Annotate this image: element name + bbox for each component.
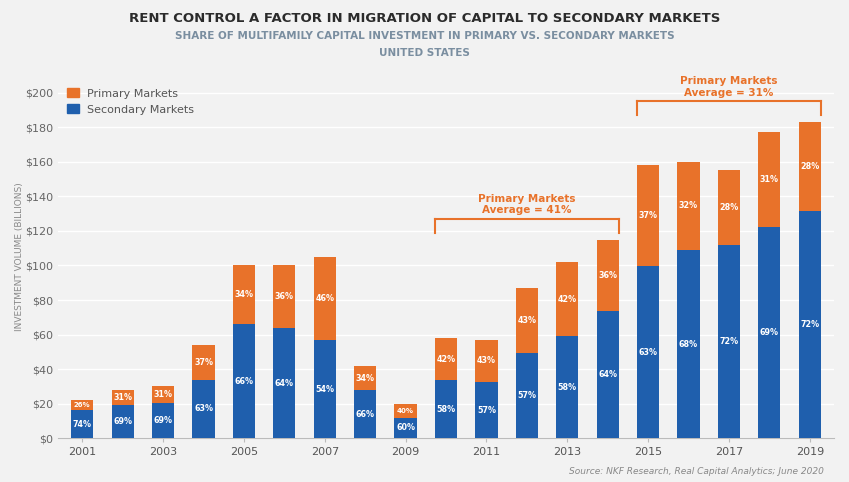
Bar <box>193 379 215 438</box>
Bar <box>111 390 134 405</box>
Bar <box>313 257 336 340</box>
Bar <box>678 250 700 438</box>
Text: 66%: 66% <box>356 410 374 419</box>
Bar <box>71 410 93 438</box>
Text: 72%: 72% <box>801 320 819 329</box>
Bar <box>354 390 376 438</box>
Bar <box>193 345 215 379</box>
Bar <box>233 324 255 438</box>
Text: 72%: 72% <box>719 337 739 347</box>
Text: 66%: 66% <box>234 377 254 386</box>
Text: 36%: 36% <box>599 271 617 280</box>
Text: 28%: 28% <box>719 203 739 213</box>
Text: 31%: 31% <box>113 393 132 402</box>
Bar <box>799 211 821 438</box>
Text: 42%: 42% <box>436 355 456 363</box>
Text: 63%: 63% <box>194 404 213 414</box>
Bar <box>637 165 659 266</box>
Text: 34%: 34% <box>356 374 374 383</box>
Bar <box>758 227 780 438</box>
Bar <box>111 405 134 438</box>
Bar <box>637 266 659 438</box>
Text: 69%: 69% <box>760 328 779 337</box>
Text: 54%: 54% <box>315 385 335 394</box>
Text: 68%: 68% <box>679 340 698 349</box>
Text: 57%: 57% <box>517 391 537 400</box>
Text: 28%: 28% <box>800 162 819 171</box>
Text: 64%: 64% <box>275 378 294 388</box>
Text: 37%: 37% <box>194 358 213 367</box>
Bar <box>475 382 498 438</box>
Bar <box>475 340 498 382</box>
Text: 34%: 34% <box>234 290 254 299</box>
Bar <box>395 417 417 438</box>
Text: Primary Markets
Average = 41%: Primary Markets Average = 41% <box>478 194 576 215</box>
Bar <box>435 380 457 438</box>
Text: 64%: 64% <box>599 370 617 379</box>
Bar <box>152 402 174 438</box>
Text: 36%: 36% <box>275 292 294 301</box>
Text: 69%: 69% <box>113 417 132 426</box>
Bar <box>556 262 578 336</box>
Text: 31%: 31% <box>154 390 172 399</box>
Bar <box>273 266 295 328</box>
Bar <box>71 400 93 410</box>
Bar <box>515 288 538 353</box>
Y-axis label: INVESTMENT VOLUME (BILLIONS): INVESTMENT VOLUME (BILLIONS) <box>15 182 24 331</box>
Bar <box>313 340 336 438</box>
Bar <box>354 366 376 390</box>
Text: 43%: 43% <box>477 357 496 365</box>
Text: 58%: 58% <box>558 383 576 392</box>
Bar <box>678 161 700 250</box>
Text: Source: NKF Research, Real Capital Analytics; June 2020: Source: NKF Research, Real Capital Analy… <box>569 467 824 476</box>
Text: RENT CONTROL A FACTOR IN MIGRATION OF CAPITAL TO SECONDARY MARKETS: RENT CONTROL A FACTOR IN MIGRATION OF CA… <box>129 12 720 25</box>
Bar <box>597 311 619 438</box>
Bar <box>273 328 295 438</box>
Text: 31%: 31% <box>760 175 779 184</box>
Bar <box>435 338 457 380</box>
Text: 37%: 37% <box>638 211 658 220</box>
Text: 40%: 40% <box>397 408 414 414</box>
Text: 63%: 63% <box>638 348 658 357</box>
Text: 74%: 74% <box>73 420 92 429</box>
Bar <box>717 245 740 438</box>
Text: 42%: 42% <box>558 295 576 304</box>
Text: 57%: 57% <box>477 406 496 415</box>
Text: 69%: 69% <box>154 416 172 425</box>
Bar <box>758 132 780 227</box>
Text: 26%: 26% <box>74 402 91 408</box>
Bar <box>556 336 578 438</box>
Text: 32%: 32% <box>679 201 698 211</box>
Text: 43%: 43% <box>517 316 537 325</box>
Text: 58%: 58% <box>436 405 456 414</box>
Bar <box>597 240 619 311</box>
Bar <box>152 387 174 402</box>
Bar <box>515 353 538 438</box>
Bar <box>395 404 417 417</box>
Text: 60%: 60% <box>396 424 415 432</box>
Bar <box>717 170 740 245</box>
Bar <box>233 266 255 324</box>
Text: Primary Markets
Average = 31%: Primary Markets Average = 31% <box>680 76 778 98</box>
Legend: Primary Markets, Secondary Markets: Primary Markets, Secondary Markets <box>67 88 194 115</box>
Text: UNITED STATES: UNITED STATES <box>379 48 470 58</box>
Text: 46%: 46% <box>315 294 335 303</box>
Text: SHARE OF MULTIFAMILY CAPITAL INVESTMENT IN PRIMARY VS. SECONDARY MARKETS: SHARE OF MULTIFAMILY CAPITAL INVESTMENT … <box>175 31 674 41</box>
Bar <box>799 122 821 211</box>
